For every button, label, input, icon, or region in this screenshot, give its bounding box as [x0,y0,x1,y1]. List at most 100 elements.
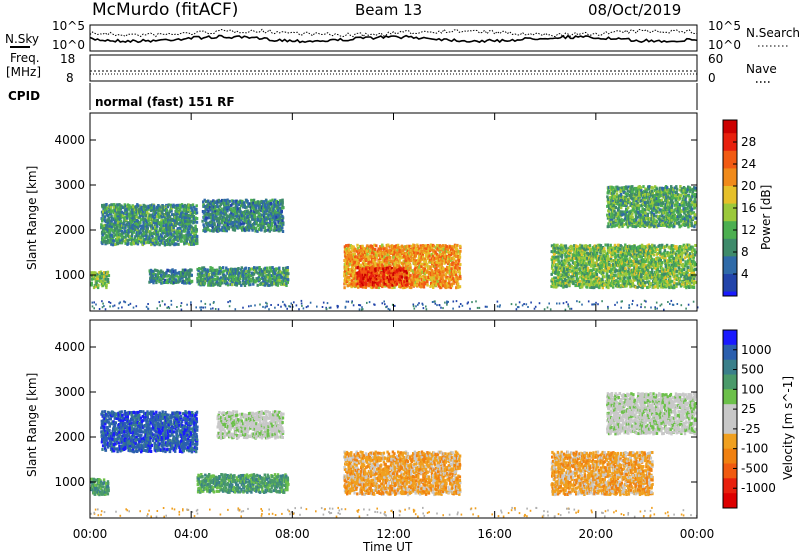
power-echo-cell [242,201,246,205]
power-echo-cell [405,274,409,278]
power-echo-cell [204,221,208,225]
power-echo-cell [111,243,115,247]
power-echo-cell [383,255,386,259]
power-echo-cell [381,269,384,273]
power-echo-cell [392,271,395,275]
power-echo-cell [394,273,397,277]
power-echo-cell [121,234,124,238]
power-echo-cell [260,225,263,229]
power-echo-cell [608,266,611,270]
power-echo-cell [124,215,127,219]
power-echo-cell [569,251,572,255]
power-echo-cell [156,219,159,222]
power-echo-cell [405,279,409,283]
power-echo-cell [267,226,270,230]
power-echo-cell [196,276,199,280]
power-echo-cell [558,249,562,253]
power-echo-cell [424,264,427,268]
power-echo-cell [344,281,347,285]
power-echo-cell [267,273,270,277]
power-echo-cell [201,271,204,275]
power-echo-cell [132,214,135,217]
power-echo-cell [419,244,422,248]
power-echo-cell [410,244,414,248]
power-echo-cell [386,276,389,280]
power-echo-cell [410,269,413,273]
power-echo-cell [364,270,368,273]
nsky-label: N.Sky [5,32,39,46]
power-echo-cell [286,275,289,279]
power-echo-cell [441,278,445,282]
power-echo-cell [167,225,170,229]
power-echo-cell [267,223,270,227]
power-echo-cell [204,200,208,204]
power-echo-cell [576,263,580,267]
power-echo-cell [269,211,273,215]
power-echo-cell [393,275,397,279]
power-echo-cell [354,279,357,283]
power-echo-cell [571,275,574,278]
power-echo-cell [449,277,452,281]
power-echo-cell [281,214,284,218]
power-echo-cell [438,263,442,267]
power-echo-cell [452,265,455,269]
power-echo-cell [221,229,224,233]
power-echo-cell [213,216,216,219]
power-echo-cell [595,273,598,276]
power-echo-cell [211,271,214,275]
power-echo-cell [369,283,372,287]
power-echo-cell [138,222,141,226]
power-echo-cell [392,262,395,266]
power-echo-cell [363,251,367,254]
power-echo-cell [421,262,424,266]
power-echo-cell [450,271,453,275]
power-echo-cell [214,274,217,278]
power-echo-cell [418,254,421,258]
power-echo-cell [274,217,277,221]
power-echo-cell [573,257,576,260]
power-echo-cell [448,255,451,259]
power-echo-cell [560,267,564,271]
power-echo-cell [195,228,198,232]
power-echo-cell [447,285,451,289]
power-echo-cell [275,204,279,208]
power-echo-cell [184,268,187,272]
power-echo-cell [224,274,227,278]
power-echo-cell [220,198,224,202]
power-echo-cell [562,244,566,248]
power-echo-cell [394,258,397,262]
power-echo-cell [149,268,153,272]
power-echo-cell [575,250,579,254]
power-echo-cell [445,255,448,259]
power-echo-cell [585,253,588,257]
power-echo-cell [449,275,452,279]
power-echo-cell [416,245,420,249]
power-echo-cell [444,257,448,261]
power-echo-cell [574,244,578,248]
power-echo-cell [449,248,453,252]
power-echo-cell [606,276,609,280]
power-echo-cell [561,253,564,257]
power-echo-cell [240,226,243,230]
power-echo-cell [155,281,158,285]
power-echo-cell [405,255,408,259]
power-echo-cell [139,221,142,224]
power-echo-cell [428,258,432,262]
power-echo-cell [211,207,214,211]
power-echo-cell [183,203,187,207]
power-echo-cell [184,281,188,285]
power-echo-cell [422,266,425,270]
power-echo-cell [276,267,279,271]
power-echo-cell [252,282,255,286]
power-echo-cell [248,205,252,209]
power-echo-cell [142,216,145,220]
power-echo-cell [256,271,260,275]
power-echo-cell [162,226,165,230]
power-echo-cell [151,236,154,240]
power-echo-cell [402,274,405,278]
power-echo-cell [398,258,401,262]
power-echo-cell [367,258,370,261]
power-echo-cell [593,244,597,248]
power-echo-cell [346,275,349,279]
power-echo-cell [386,253,390,257]
